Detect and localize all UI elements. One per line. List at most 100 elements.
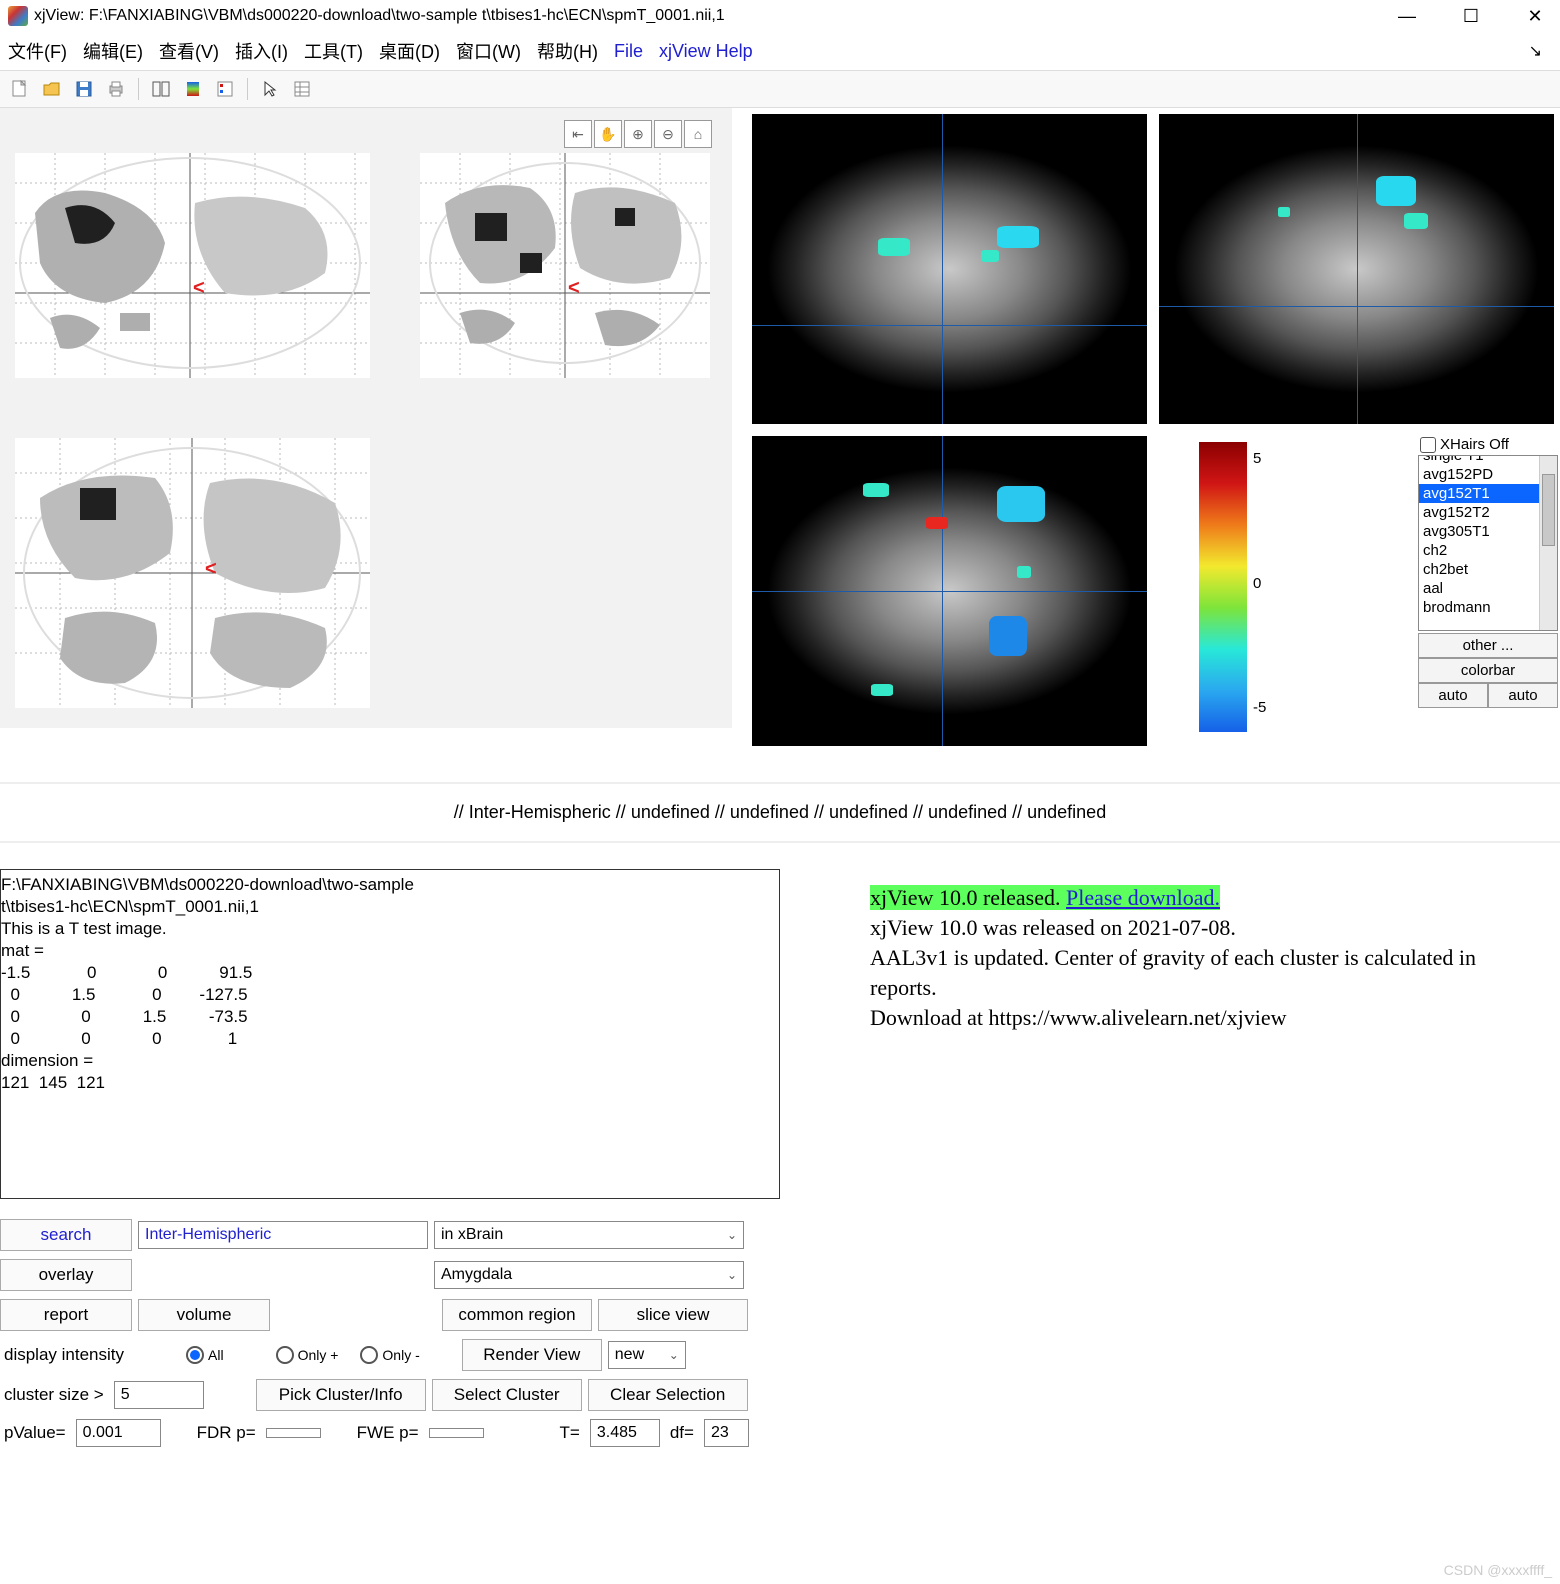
auto-button[interactable]: auto (1418, 683, 1488, 708)
menu-file[interactable]: 文件(F) (0, 36, 75, 66)
back-icon[interactable]: ⇤ (564, 120, 592, 148)
list-item[interactable]: ch2bet (1419, 560, 1557, 579)
volume-button[interactable]: volume (138, 1299, 270, 1331)
t-input[interactable]: 3.485 (590, 1419, 660, 1447)
maximize-button[interactable]: ☐ (1454, 4, 1488, 28)
display-intensity-label: display intensity (0, 1345, 180, 1365)
colormap-icon[interactable] (179, 75, 207, 103)
colorbar-button[interactable]: colorbar (1418, 658, 1558, 683)
crosshair-marker: < (193, 277, 205, 300)
other-button[interactable]: other ... (1418, 633, 1558, 658)
list-item[interactable]: avg305T1 (1419, 522, 1557, 541)
lower-panel: F:\FANXIABING\VBM\ds000220-download\two-… (0, 843, 1560, 1461)
new-file-icon[interactable] (6, 75, 34, 103)
download-link[interactable]: Please download. (1066, 885, 1220, 910)
clear-selection-button[interactable]: Clear Selection (588, 1379, 748, 1411)
app-icon (8, 6, 28, 26)
glass-brain-panel: ⇤ ✋ ⊕ ⊖ ⌂ < (0, 108, 732, 728)
list-item[interactable]: single T1 (1419, 455, 1557, 465)
colorbar-tick: 5 (1253, 450, 1266, 467)
crosshair-marker: < (568, 277, 580, 300)
pvalue-label: pValue= (0, 1423, 70, 1443)
menu-help[interactable]: 帮助(H) (529, 36, 606, 66)
template-listbox[interactable]: single T1 avg152PD avg152T1 avg152T2 avg… (1418, 455, 1558, 631)
legend-icon[interactable] (211, 75, 239, 103)
brain-slice-panel: 5 0 -5 XHairs Off single T1 avg152PD avg… (732, 108, 1560, 752)
minimize-button[interactable]: — (1390, 4, 1424, 28)
render-new-dropdown[interactable]: new⌄ (608, 1341, 686, 1369)
radio-all[interactable]: All (186, 1346, 224, 1364)
cluster-size-input[interactable]: 5 (114, 1381, 204, 1409)
menu-insert[interactable]: 插入(I) (227, 36, 296, 66)
info-textbox[interactable]: F:\FANXIABING\VBM\ds000220-download\two-… (0, 869, 780, 1199)
pvalue-input[interactable]: 0.001 (76, 1419, 161, 1447)
overlay-dropdown[interactable]: Amygdala⌄ (434, 1261, 744, 1289)
xhairs-checkbox[interactable]: XHairs Off (1418, 436, 1558, 453)
list-item[interactable]: avg152T1 (1419, 484, 1557, 503)
fwe-input[interactable] (429, 1428, 484, 1438)
glass-sagittal[interactable]: < (15, 153, 370, 378)
glass-axial[interactable]: < (15, 438, 370, 708)
save-icon[interactable] (70, 75, 98, 103)
news-headline: xjView 10.0 released. Please download. (870, 885, 1220, 910)
zoom-in-icon[interactable]: ⊕ (624, 120, 652, 148)
list-item[interactable]: ch2 (1419, 541, 1557, 560)
search-button[interactable]: search (0, 1219, 132, 1251)
slice-view-button[interactable]: slice view (598, 1299, 748, 1331)
news-body: xjView 10.0 was released on 2021-07-08. (870, 913, 1530, 943)
colorbar-tick: 0 (1253, 575, 1266, 592)
df-label: df= (666, 1423, 698, 1443)
t-label: T= (556, 1423, 584, 1443)
slice-coronal[interactable] (1159, 114, 1554, 424)
grid-icon[interactable] (288, 75, 316, 103)
layout-icon[interactable] (147, 75, 175, 103)
slice-sagittal[interactable] (752, 114, 1147, 424)
menu-tools[interactable]: 工具(T) (296, 36, 371, 66)
list-item[interactable]: brodmann (1419, 598, 1557, 617)
report-button[interactable]: report (0, 1299, 132, 1331)
colorbar: 5 0 -5 (1199, 438, 1299, 738)
list-item[interactable]: aal (1419, 579, 1557, 598)
zoom-out-icon[interactable]: ⊖ (654, 120, 682, 148)
fwe-label: FWE p= (353, 1423, 423, 1443)
search-input[interactable]: Inter-Hemispheric (138, 1221, 428, 1249)
render-view-button[interactable]: Render View (462, 1339, 602, 1371)
menu-overflow-icon[interactable]: ↘ (1521, 39, 1550, 63)
pick-cluster-button[interactable]: Pick Cluster/Info (256, 1379, 426, 1411)
df-input[interactable]: 23 (704, 1419, 749, 1447)
slice-axial[interactable] (752, 436, 1147, 746)
glass-coronal[interactable]: < (420, 153, 710, 378)
pan-icon[interactable]: ✋ (594, 120, 622, 148)
side-controls: XHairs Off single T1 avg152PD avg152T1 a… (1418, 436, 1558, 708)
menubar: 文件(F) 编辑(E) 查看(V) 插入(I) 工具(T) 桌面(D) 窗口(W… (0, 32, 1560, 71)
controls-panel: search Inter-Hemispheric in xBrain⌄ over… (0, 1199, 820, 1461)
menu-desktop[interactable]: 桌面(D) (371, 36, 448, 66)
radio-only-minus[interactable]: Only - (360, 1346, 419, 1364)
menu-edit[interactable]: 编辑(E) (75, 36, 151, 66)
menu-xjview-help[interactable]: xjView Help (651, 39, 761, 64)
open-icon[interactable] (38, 75, 66, 103)
slice-controls-cell: 5 0 -5 XHairs Off single T1 avg152PD avg… (1159, 436, 1554, 746)
watermark: CSDN @xxxxffff_ (1444, 1562, 1552, 1578)
menu-window[interactable]: 窗口(W) (448, 36, 529, 66)
search-scope-dropdown[interactable]: in xBrain⌄ (434, 1221, 744, 1249)
list-item[interactable]: avg152T2 (1419, 503, 1557, 522)
scrollbar[interactable] (1539, 456, 1557, 630)
cluster-size-label: cluster size > (0, 1385, 108, 1405)
overlay-button[interactable]: overlay (0, 1259, 132, 1291)
menu-file-extra[interactable]: File (606, 39, 651, 64)
list-item[interactable]: avg152PD (1419, 465, 1557, 484)
main-upper: ⇤ ✋ ⊕ ⊖ ⌂ < (0, 108, 1560, 752)
fdr-input[interactable] (266, 1428, 321, 1438)
auto-button[interactable]: auto (1488, 683, 1558, 708)
select-cluster-button[interactable]: Select Cluster (432, 1379, 582, 1411)
glass-tools: ⇤ ✋ ⊕ ⊖ ⌂ (564, 120, 712, 148)
close-button[interactable]: ✕ (1518, 4, 1552, 28)
common-region-button[interactable]: common region (442, 1299, 592, 1331)
menu-view[interactable]: 查看(V) (151, 36, 227, 66)
print-icon[interactable] (102, 75, 130, 103)
pointer-icon[interactable] (256, 75, 284, 103)
home-icon[interactable]: ⌂ (684, 120, 712, 148)
radio-only-plus[interactable]: Only + (276, 1346, 339, 1364)
titlebar: xjView: F:\FANXIABING\VBM\ds000220-downl… (0, 0, 1560, 32)
